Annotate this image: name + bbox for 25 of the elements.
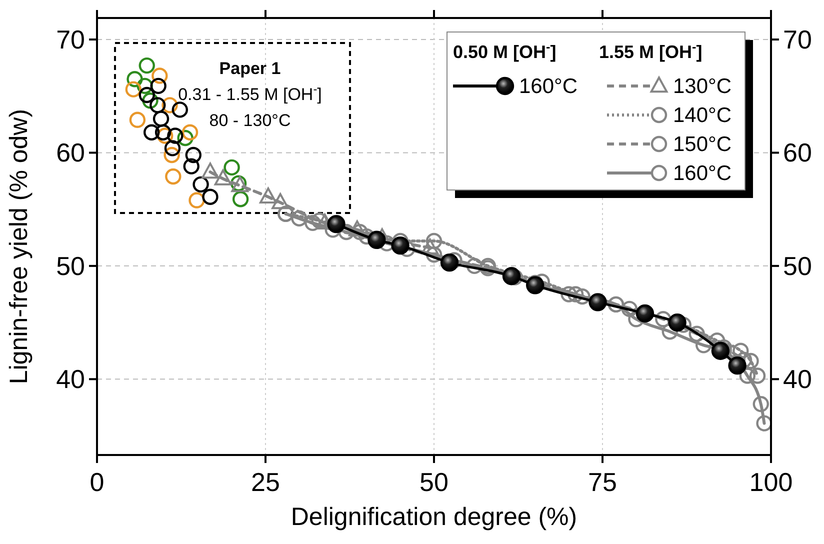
y-tick-label: 60 [56, 138, 85, 168]
annotation: Paper 1 [219, 59, 281, 78]
annotation: 0.50 M [OH$^{-}$] [453, 40, 556, 62]
y2-tick-label: 60 [783, 138, 812, 168]
y2-tick-label: 50 [783, 250, 812, 281]
legend-label: 130°C [673, 75, 732, 98]
legend-label: 150°C [673, 133, 732, 156]
legend-label: 160°C [673, 162, 732, 185]
legend-label: 160°C [519, 75, 578, 98]
x-tick-label: 25 [251, 467, 280, 497]
x-tick-label: 50 [420, 467, 448, 497]
x-axis-title: Delignification degree (%) [290, 503, 578, 531]
y-tick-label: 70 [56, 24, 85, 55]
x-tick-label: 75 [588, 467, 617, 497]
y2-tick-label: 70 [783, 24, 812, 55]
y2-tick-label: 40 [783, 364, 812, 394]
y-axis-title: Lignin-free yield (% odw) [5, 108, 33, 384]
x-tick-label: 0 [90, 467, 104, 497]
legend-label: 140°C [673, 104, 732, 127]
y-tick-label: 50 [56, 250, 85, 281]
annotation: 1.55 M [OH$^{-}$] [599, 40, 702, 62]
y-tick-label: 40 [56, 364, 85, 394]
x-tick-label: 100 [749, 467, 793, 497]
annotation: 80 - 130°C [209, 111, 291, 130]
annotation: 0.31 - 1.55 M [OH$^{-}$] [178, 82, 322, 104]
